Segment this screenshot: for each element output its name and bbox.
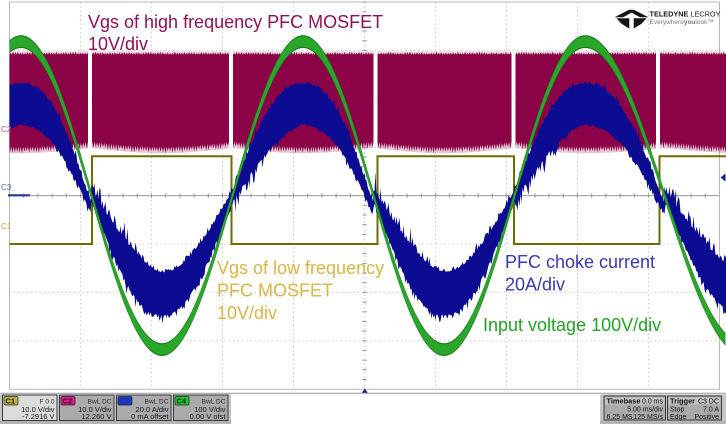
svg-text:Edge: Edge	[670, 414, 686, 421]
svg-text:Vgs of low frequency: Vgs of low frequency	[217, 258, 384, 278]
svg-text:6.25 MS: 6.25 MS	[607, 414, 633, 421]
svg-text:TELEDYNE LECROY: TELEDYNE LECROY	[650, 10, 721, 19]
svg-text:0.00 V ofst: 0.00 V ofst	[190, 412, 227, 421]
svg-text:C4: C4	[177, 397, 187, 406]
svg-text:-7.2916 V: -7.2916 V	[22, 412, 55, 421]
svg-text:7.0 A: 7.0 A	[703, 406, 719, 413]
svg-text:Timebase: Timebase	[607, 396, 641, 405]
svg-text:C3: C3	[1, 183, 12, 192]
svg-text:0.0 ms: 0.0 ms	[642, 398, 664, 405]
svg-text:10V/div: 10V/div	[88, 34, 148, 54]
svg-text:Vgs of high frequency PFC MOSF: Vgs of high frequency PFC MOSFET	[88, 12, 383, 32]
svg-text:C3 DC: C3 DC	[698, 398, 719, 405]
svg-text:PFC MOSFET: PFC MOSFET	[217, 281, 333, 301]
svg-text:0 mA offset: 0 mA offset	[131, 412, 169, 421]
svg-text:5.00 ms/div: 5.00 ms/div	[627, 406, 663, 413]
svg-text:C3: C3	[120, 397, 130, 406]
svg-text:C1: C1	[1, 222, 12, 231]
svg-text:Everywhereyoulook™: Everywhereyoulook™	[650, 19, 714, 26]
svg-text:Stop: Stop	[670, 406, 685, 413]
svg-text:Positive: Positive	[694, 414, 719, 421]
svg-text:20A/div: 20A/div	[505, 275, 565, 295]
svg-text:12.260 V: 12.260 V	[81, 412, 111, 421]
svg-text:C2: C2	[63, 397, 73, 406]
svg-text:C1: C1	[6, 397, 16, 406]
svg-text:Input voltage 100V/div: Input voltage 100V/div	[483, 315, 661, 335]
svg-text:PFC choke current: PFC choke current	[505, 252, 655, 272]
svg-text:C2: C2	[1, 125, 12, 134]
svg-text:Trigger: Trigger	[670, 396, 695, 405]
svg-text:125 MS/s: 125 MS/s	[633, 414, 663, 421]
svg-text:10V/div: 10V/div	[217, 303, 277, 323]
